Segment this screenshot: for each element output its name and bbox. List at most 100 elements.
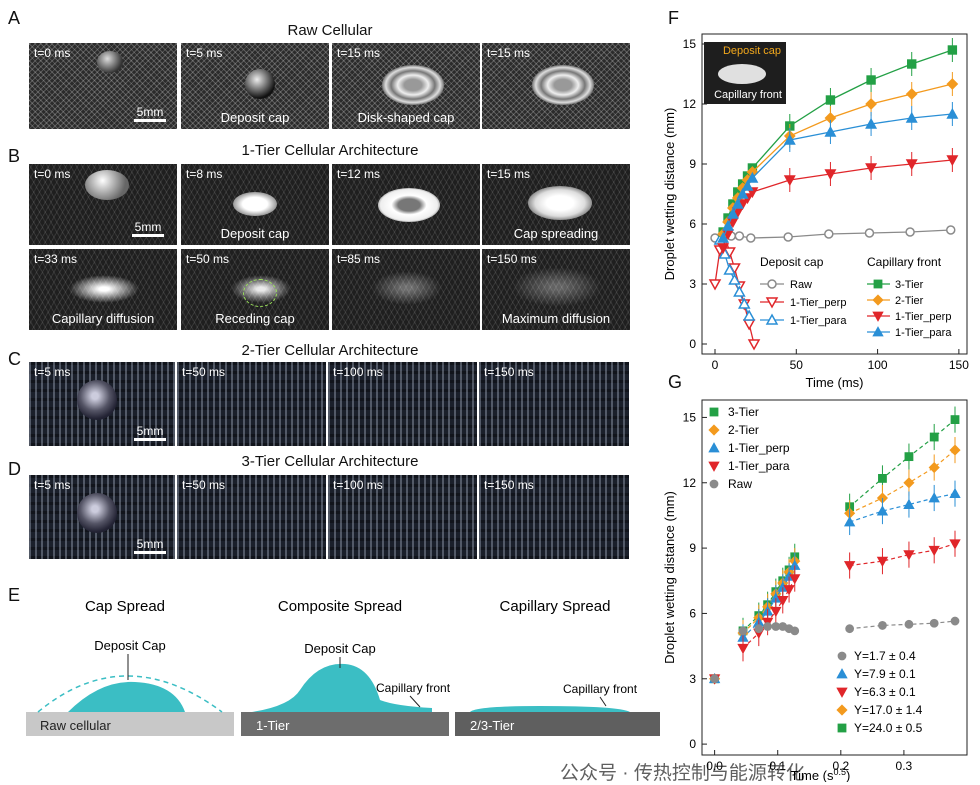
scale-bar: 5mm <box>129 537 171 554</box>
g-point <box>763 622 773 631</box>
e-capillary-film <box>470 706 630 712</box>
d-1-time-label: t=50 ms <box>182 478 226 492</box>
scale-bar: 5mm <box>129 424 171 441</box>
f-legend-marker <box>872 326 884 337</box>
g-legend-marker <box>708 442 720 453</box>
c-2-time-label: t=100 ms <box>333 365 383 379</box>
f-point <box>731 197 744 209</box>
b-3-caption: Cap spreading <box>513 226 599 241</box>
b-3-frame: t=15 ms Cap spreading <box>481 163 631 246</box>
f-legend-marker <box>767 279 777 289</box>
f-xtick-label: 0 <box>712 358 719 372</box>
f-point <box>718 247 732 259</box>
e-composite-droplet <box>252 663 432 712</box>
a-1-caption: Deposit cap <box>220 110 290 125</box>
droplet-image <box>69 275 139 303</box>
b-7-caption: Maximum diffusion <box>501 311 611 326</box>
g-point <box>928 545 940 557</box>
panel-c-label: C <box>8 349 21 369</box>
panel-a-label: A <box>8 8 21 28</box>
f-legend-entry: 2-Tier <box>895 295 924 307</box>
droplet-image <box>77 493 117 533</box>
g-point <box>737 643 749 655</box>
g-fit-line <box>849 419 956 508</box>
g-ytick-label: 6 <box>689 606 696 620</box>
f-series-6 <box>717 102 959 243</box>
a-3-frame: t=15 ms <box>481 42 631 130</box>
b-0-frame: 5mm t=0 ms <box>28 163 178 246</box>
panel-a-title: Raw Cellular <box>287 22 373 39</box>
e-substrate-label-raw: Raw cellular <box>40 718 111 733</box>
f-xlabel: Time (ms) <box>805 375 863 390</box>
g-point <box>789 574 801 585</box>
g-point <box>904 452 914 462</box>
b-1-time-label: t=8 ms <box>186 167 223 181</box>
f-series-line <box>722 83 953 235</box>
chart-g: 0.0 0.1 0.2 0.3 0 3 6 9 12 15 Droplet wetting dist… <box>662 399 968 782</box>
scale-bar-label: 5mm <box>136 537 164 551</box>
g-legend-entry: 2-Tier <box>728 423 759 437</box>
e-substrate-label-23tier: 2/3-Tier <box>470 718 515 733</box>
droplet-image <box>532 65 594 105</box>
f-inset-label-cap: Deposit cap <box>723 45 781 57</box>
a-2-time-label: t=15 ms <box>337 46 381 60</box>
f-point <box>742 309 756 321</box>
g-point <box>843 516 856 527</box>
f-point <box>947 45 958 55</box>
panel-c-title: 2-Tier Cellular Architecture <box>241 342 419 359</box>
g-fit-entry: Y=7.9 ± 0.1 <box>854 667 916 681</box>
g-xtick-label: 0.3 <box>896 759 913 773</box>
d-3-frame: t=150 ms <box>478 474 630 560</box>
panel-g-label: G <box>668 372 683 392</box>
f-point <box>726 207 739 219</box>
g-point <box>878 621 887 630</box>
f-point <box>865 163 878 175</box>
c-0-frame: 5mm t=5 ms <box>28 361 176 447</box>
g-point <box>903 498 915 509</box>
g-legend: 3-Tier 2-Tier 1-Tier_perp 1-Tier_para Raw <box>708 405 790 491</box>
f-point <box>865 98 877 110</box>
f-point <box>946 78 959 90</box>
e-composite-cap-label: Deposit Cap <box>304 641 376 656</box>
g-point <box>949 444 961 456</box>
f-plot-frame <box>701 33 968 355</box>
g-xtick-label: 0.0 <box>706 759 723 773</box>
a-0-time-label: t=0 ms <box>34 46 71 60</box>
chart-f: 0 50 100 150 0 3 6 9 12 15 Droplet wetting distanc… <box>662 33 969 390</box>
b-4-caption: Capillary diffusion <box>51 311 155 326</box>
f-point <box>864 228 875 238</box>
f-point <box>746 171 759 183</box>
f-point <box>824 125 837 137</box>
panel-b-label: B <box>8 146 21 166</box>
droplet-image <box>378 188 440 222</box>
f-legend-title-cap: Deposit cap <box>760 255 824 269</box>
g-xtick-label: 0.1 <box>769 759 786 773</box>
scale-bar: 5mm <box>127 220 169 237</box>
g-fit-line <box>849 543 956 567</box>
g-legend-marker <box>709 479 719 489</box>
f-legend-entry: Raw <box>790 279 812 291</box>
f-point <box>737 297 751 309</box>
f-legend-marker <box>872 294 884 306</box>
g-series-3 <box>708 530 961 685</box>
c-3-time-label: t=150 ms <box>484 365 534 379</box>
g-fit-legend: Y=1.7 ± 0.4 Y=7.9 ± 0.1 Y=6.3 ± 0.1 Y=17.0 … <box>836 649 923 735</box>
g-point <box>783 585 795 596</box>
b-0-time-label: t=0 ms <box>34 167 71 181</box>
g-fit-line <box>849 449 956 514</box>
e-substrate-23tier <box>455 712 660 736</box>
f-inset: Deposit cap Capillary front <box>704 42 786 104</box>
panel-e-schematic: Cap Spread Composite Spread Capillary Sp… <box>26 598 660 736</box>
f-point <box>734 231 745 241</box>
g-series-1 <box>709 437 961 685</box>
f-legend-entry: 1-Tier_perp <box>895 311 951 323</box>
a-0-frame: 5mm t=0 ms <box>28 42 178 130</box>
panel-e-label: E <box>8 585 21 605</box>
e-cap-label: Deposit Cap <box>94 638 166 653</box>
g-xlabel: Time (s0.5) <box>791 767 851 782</box>
b-5-time-label: t=50 ms <box>186 252 230 266</box>
a-1-frame: t=5 ms Deposit cap <box>180 42 330 130</box>
f-point <box>747 339 761 351</box>
scale-bar: 5mm <box>129 105 171 122</box>
f-point <box>905 111 918 123</box>
